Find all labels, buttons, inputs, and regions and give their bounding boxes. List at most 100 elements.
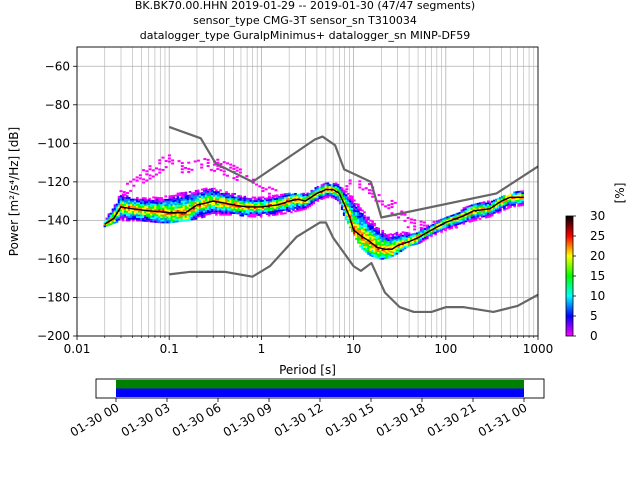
heatmap-cell [200, 193, 204, 196]
heatmap-cell [286, 199, 289, 202]
heatmap-cell [298, 200, 301, 203]
heatmap-cell [371, 253, 374, 256]
heatmap-cell [371, 249, 374, 252]
heatmap-cell [223, 205, 226, 207]
heatmap-cell [373, 234, 376, 237]
heatmap-cell [493, 201, 496, 204]
heatmap-cell [156, 207, 159, 210]
heatmap-cell [178, 214, 182, 217]
heatmap-cell [361, 221, 364, 224]
heatmap-cell [375, 254, 378, 257]
heatmap-cell [419, 237, 423, 240]
heatmap-cell [322, 183, 326, 186]
heatmap-cell [409, 233, 413, 236]
heatmap-cell [261, 210, 265, 213]
heatmap-cell [381, 245, 385, 248]
heatmap-cell [172, 213, 176, 216]
heatmap-cell [140, 212, 143, 215]
heatmap-cell [174, 218, 178, 221]
heatmap-cell [160, 209, 163, 212]
heatmap-cell [138, 177, 142, 180]
heatmap-cell [409, 240, 413, 243]
heatmap-cell [261, 186, 265, 189]
heatmap-cell [216, 158, 220, 161]
heatmap-cell [381, 250, 385, 253]
heatmap-cell [318, 197, 322, 200]
heatmap-cell [121, 198, 125, 201]
heatmap-cell [154, 201, 157, 204]
heatmap-cell [198, 194, 202, 197]
heatmap-cell [292, 193, 295, 196]
heatmap-cell [154, 207, 157, 209]
heatmap-cell [395, 249, 399, 252]
heatmap-cell [186, 198, 190, 201]
heatmap-cell [271, 200, 275, 203]
heatmap-cell [454, 225, 458, 228]
heatmap-cell [308, 194, 312, 197]
heatmap-cell [415, 235, 419, 238]
heatmap-cell [176, 216, 180, 219]
heatmap-cell [505, 204, 508, 207]
heatmap-cell [428, 227, 431, 230]
heatmap-cell [419, 232, 423, 235]
heatmap-cell [194, 209, 198, 211]
heatmap-cell [187, 167, 191, 170]
heatmap-cell [267, 212, 271, 215]
heatmap-cell [379, 242, 383, 245]
heatmap-cell [377, 234, 380, 237]
heatmap-cell [200, 214, 204, 217]
heatmap-cell [456, 221, 460, 224]
heatmap-cell [446, 225, 449, 227]
heatmap-cell [105, 219, 109, 222]
heatmap-cell [359, 207, 362, 210]
heatmap-cell [127, 203, 131, 206]
heatmap-cell [430, 231, 433, 234]
heatmap-cell [282, 205, 285, 208]
heatmap-cell [381, 243, 385, 246]
heatmap-cell [217, 203, 220, 206]
heatmap-cell [190, 204, 194, 207]
heatmap-cell [288, 192, 291, 195]
heatmap-cell [381, 236, 385, 239]
heatmap-cell [288, 194, 291, 197]
heatmap-cell [267, 204, 271, 207]
heatmap-cell [448, 227, 451, 230]
heatmap-cell [237, 203, 241, 206]
heatmap-cell [521, 202, 525, 205]
heatmap-cell [519, 190, 522, 193]
heatmap-cell [174, 199, 178, 202]
heatmap-cell [387, 240, 391, 243]
heatmap-cell [207, 204, 210, 207]
heatmap-cell [275, 199, 279, 202]
heatmap-cell [160, 219, 163, 222]
heatmap-cell [219, 198, 222, 201]
heatmap-cell [247, 208, 251, 211]
heatmap-cell [482, 201, 486, 204]
heatmap-cell [458, 222, 462, 225]
heatmap-cell [468, 210, 472, 213]
heatmap-cell [166, 204, 170, 206]
heatmap-cell [495, 209, 498, 212]
heatmap-cell [142, 211, 145, 213]
heatmap-cell [304, 199, 307, 202]
coverage-tick-label: 01-31 00 [476, 400, 530, 439]
heatmap-cell [170, 217, 174, 220]
heatmap-cell [466, 207, 470, 210]
heatmap-cell [142, 197, 145, 200]
heatmap-cell [405, 244, 409, 247]
heatmap-cell [164, 200, 168, 203]
heatmap-cell [160, 204, 163, 206]
coverage-tick-label: 01-30 18 [374, 400, 428, 439]
heatmap-cell [468, 217, 472, 220]
heatmap-cell [474, 208, 478, 211]
heatmap-cell [217, 210, 220, 213]
heatmap-cell [211, 208, 214, 211]
heatmap-cell [198, 192, 202, 195]
heatmap-cell [170, 208, 174, 211]
heatmap-cell [363, 249, 366, 252]
heatmap-cell [373, 224, 376, 227]
heatmap-cell [342, 191, 346, 194]
heatmap-cell [215, 213, 218, 216]
heatmap-cell [371, 225, 374, 228]
heatmap-cell [247, 211, 251, 214]
